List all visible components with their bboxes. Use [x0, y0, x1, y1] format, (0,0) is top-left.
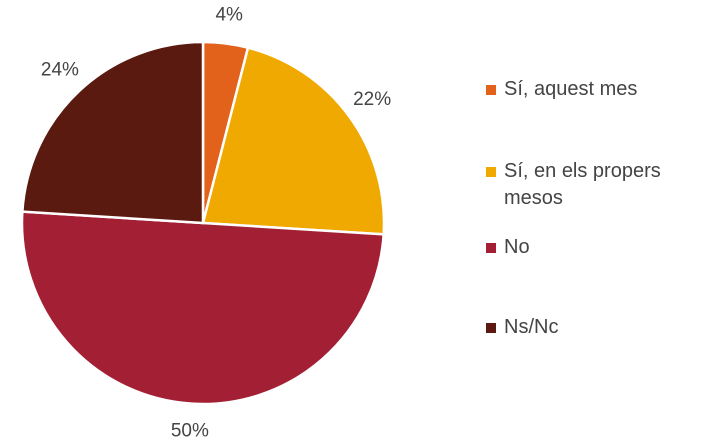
legend-swatch — [486, 85, 496, 95]
legend-item: No — [486, 234, 716, 261]
legend-swatch — [486, 167, 496, 177]
data-label: 24% — [41, 60, 79, 81]
data-label: 22% — [353, 89, 391, 110]
legend-label: No — [504, 236, 530, 258]
legend-label: Sí, en els propers mesos — [504, 160, 661, 209]
legend-swatch — [486, 323, 496, 333]
data-label: 4% — [215, 5, 243, 26]
legend-label: Ns/Nc — [504, 316, 559, 338]
pie-slice — [21, 40, 205, 225]
legend-label: Sí, aquest mes — [504, 78, 638, 100]
legend-swatch — [486, 243, 496, 253]
pie-slice — [201, 46, 386, 236]
data-label: 50% — [171, 421, 209, 442]
legend-item: Sí, en els propers mesos — [486, 158, 716, 212]
legend-item: Sí, aquest mes — [486, 76, 716, 103]
legend-item: Ns/Nc — [486, 314, 716, 341]
pie-slice — [20, 210, 385, 406]
